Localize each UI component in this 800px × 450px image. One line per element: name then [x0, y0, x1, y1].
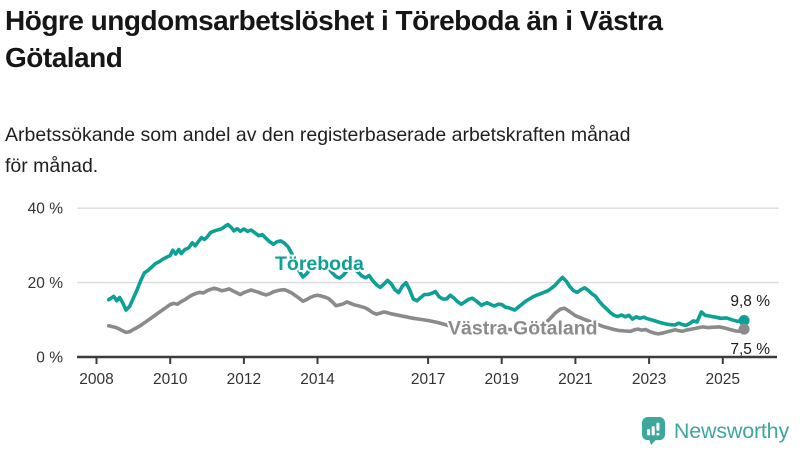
x-tick-label-2021: 2021 [558, 371, 592, 388]
series-line-vastra_gotaland [106, 286, 746, 336]
series-end-dot-vastra_gotaland [738, 323, 750, 335]
series-line-toreboda [106, 222, 746, 328]
end-value-label-vastra_gotaland: 7,5 % [730, 341, 770, 358]
x-tick-label-2012: 2012 [227, 371, 261, 388]
x-tick-label-2025: 2025 [706, 371, 740, 388]
y-axis-label-40: 40 % [28, 201, 64, 218]
chart-header: Högre ungdomsarbetslöshet i Töreboda än … [5, 2, 795, 177]
series-end-dot-toreboda [738, 315, 750, 326]
chart-subtitle-line-2: för månad. [5, 155, 99, 177]
end-value-label-toreboda: 9,8 % [730, 293, 770, 310]
chart-subtitle-line-1: Arbetssökande som andel av den registerb… [5, 124, 631, 146]
newsworthy-logo: Newsworthy [641, 416, 789, 446]
chart-title-line-2: Götaland [5, 42, 123, 73]
x-tick-label-2008: 2008 [79, 371, 113, 388]
chart-subtitle: Arbetssökande som andel av den registerb… [5, 120, 630, 182]
x-tick-label-2010: 2010 [153, 371, 188, 388]
series-label-vastra_gotaland: Västra Götaland [448, 318, 598, 340]
x-tick-label-2017: 2017 [411, 371, 445, 388]
y-axis-label-20: 20 % [28, 275, 64, 292]
chart-title: Högre ungdomsarbetslöshet i Töreboda än … [5, 2, 795, 76]
brand-name: Newsworthy [673, 418, 789, 443]
x-tick-label-2023: 2023 [632, 371, 666, 388]
bar-chart-speech-bubble-icon [641, 417, 665, 445]
chart-title-line-1: Högre ungdomsarbetslöshet i Töreboda än … [5, 5, 663, 36]
x-tick-label-2014: 2014 [300, 371, 335, 388]
x-tick-label-2019: 2019 [484, 371, 518, 388]
series-label-toreboda: Töreboda [275, 253, 364, 275]
y-axis-label-0: 0 % [36, 350, 63, 367]
